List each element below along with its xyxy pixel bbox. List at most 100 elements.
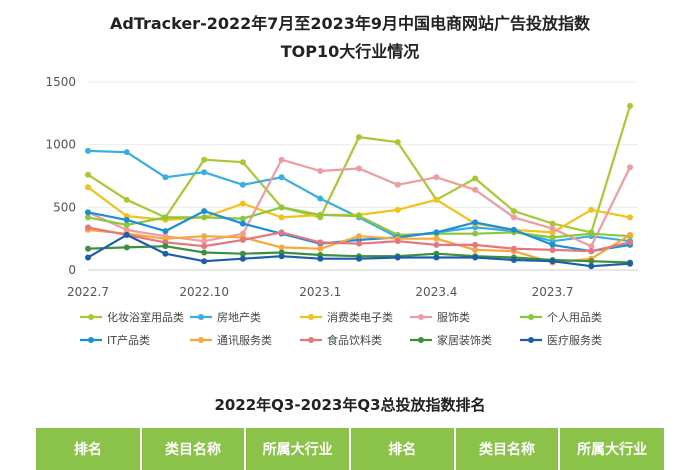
data-point [239,255,246,262]
data-point [278,229,285,236]
data-point [472,246,479,253]
data-point [239,215,246,222]
data-point [356,134,362,141]
data-point [85,147,91,154]
series-lines [85,102,633,270]
data-point [627,214,633,221]
data-point [85,214,91,221]
data-point [549,246,556,253]
x-tick-label: 2023.7 [532,285,574,299]
legend-label: 通讯服务类 [217,333,272,347]
legend-label: 医疗服务类 [547,333,602,347]
legend: 化妆浴室用品类 房地产类 消费类电子类 服饰类 个人用品类 IT产品类 通讯服务类 食品饮料类… [80,310,602,347]
data-point [317,195,324,202]
data-point [317,239,324,246]
legend-marker [308,314,314,320]
data-point [239,250,246,257]
data-point [588,258,595,265]
x-tick-label: 2022.10 [179,285,229,299]
data-point [394,206,401,213]
data-point [549,234,556,241]
header-industry-2: 所属大行业 [559,428,664,470]
y-axis-ticks: 0 500 1000 1500 [45,75,76,277]
data-point [472,175,479,182]
data-point [510,208,517,215]
data-point [201,258,208,265]
data-point [433,229,440,236]
data-point [510,256,517,263]
data-point [239,236,246,243]
data-point [433,254,440,261]
data-point [201,214,208,221]
data-point [472,230,479,237]
legend-label: 食品饮料类 [327,333,382,347]
legend-marker [528,314,534,320]
data-point [239,220,246,227]
data-point [549,241,556,248]
data-point [201,156,208,163]
y-tick-label: 1000 [45,138,76,152]
data-point [433,196,440,203]
chart-title: AdTracker-2022年7月至2023年9月中国电商网站广告投放指数 [109,14,591,33]
data-point [510,226,517,233]
legend-item: 服饰类 [410,310,470,324]
data-point [123,149,130,156]
data-point [356,255,362,262]
series-9 [85,231,633,270]
data-point [123,216,130,223]
data-point [123,196,130,203]
data-point [201,243,208,250]
data-point [356,233,362,240]
data-point [549,258,556,265]
data-point [433,241,440,248]
data-point [394,254,401,261]
header-industry: 所属大行业 [245,428,351,470]
data-point [278,204,285,211]
legend-label: 消费类电子类 [327,310,393,324]
data-point [239,200,246,207]
data-point [317,211,324,218]
data-point [588,206,595,213]
data-point [549,225,556,232]
ranking-table: 排名 类目名称 所属大行业 排名 类目名称 所属大行业 [36,428,664,470]
legend-label: IT产品类 [107,333,150,347]
legend-marker [198,337,204,343]
ranking-header-row: 排名 类目名称 所属大行业 排名 类目名称 所属大行业 [36,428,664,470]
legend-label: 家居装饰类 [437,333,492,347]
legend-marker [88,314,94,320]
data-point [433,174,440,181]
legend-label: 服饰类 [437,310,470,324]
legend-marker [418,314,424,320]
data-point [317,255,324,262]
data-point [239,181,246,188]
legend-marker [308,337,314,343]
data-point [162,214,169,221]
data-point [627,231,633,238]
x-tick-label: 2023.1 [299,285,341,299]
data-point [201,208,208,215]
data-point [162,243,169,250]
data-point [201,249,208,256]
data-point [394,139,401,146]
data-point [162,174,169,181]
legend-marker [418,337,424,343]
data-point [317,245,324,252]
x-tick-label: 2023.4 [415,285,457,299]
legend-item: 医疗服务类 [520,333,602,347]
x-axis-ticks: 2022.7 2022.10 2023.1 2023.4 2023.7 [67,285,574,299]
data-point [472,241,479,248]
header-rank-2: 排名 [349,428,456,470]
data-point [278,214,285,221]
data-point [588,248,595,255]
legend-item: 家居装饰类 [410,333,492,347]
data-point [394,181,401,188]
data-point [356,213,362,220]
data-point [123,231,130,238]
data-point [588,243,595,250]
data-point [510,245,517,252]
y-grid [88,81,638,271]
data-point [472,186,479,193]
x-tick-label: 2022.7 [67,285,109,299]
data-point [85,245,91,252]
data-point [162,250,169,257]
